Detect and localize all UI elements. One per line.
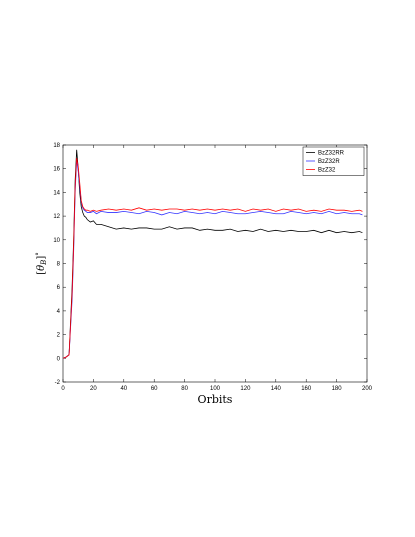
series-line-BzZ32RR (62, 149, 363, 359)
y-tick-label: 8 (57, 262, 61, 268)
x-tick-label: 80 (181, 386, 188, 392)
x-tick-label: 180 (332, 386, 343, 392)
y-axis-label: [θB]° (35, 252, 48, 275)
y-tick-label: 6 (57, 285, 61, 291)
y-tick-label: 14 (53, 190, 60, 196)
series-line-BzZ32 (62, 157, 363, 359)
series-layer (62, 149, 363, 359)
x-tick-label: 200 (362, 386, 373, 392)
plot-area (62, 144, 368, 383)
x-tick-label: 60 (151, 386, 158, 392)
y-tick-label: 12 (53, 214, 60, 220)
y-tick-label: 2 (57, 333, 61, 339)
y-tick-label: 10 (53, 238, 60, 244)
legend: BzZ32RR BzZ32R BzZ32 (302, 146, 365, 176)
y-tick-label: -2 (55, 380, 61, 386)
y-tick-label: 0 (57, 356, 61, 362)
legend-label: BzZ32 (318, 168, 336, 174)
y-tick-label: 16 (53, 167, 60, 173)
x-tick-label: 20 (90, 386, 97, 392)
x-tick-label: 0 (61, 386, 65, 392)
x-tick-label: 140 (271, 386, 282, 392)
x-tick-label: 160 (301, 386, 312, 392)
x-axis-label: Orbits (198, 393, 233, 406)
legend-label: BzZ32R (318, 159, 340, 165)
x-tick-label: 100 (210, 386, 221, 392)
y-tick-label: 18 (53, 143, 60, 149)
x-tick-label: 40 (120, 386, 127, 392)
y-tick-label: 4 (57, 309, 61, 315)
x-tick-label: 120 (240, 386, 251, 392)
legend-label: BzZ32RR (318, 151, 345, 157)
